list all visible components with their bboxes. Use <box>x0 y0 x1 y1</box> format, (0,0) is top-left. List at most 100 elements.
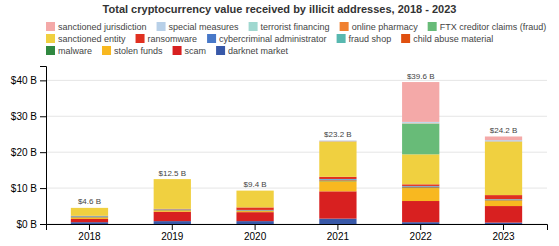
grid-line <box>46 80 547 81</box>
legend-label: FTX creditor claims (fraud) <box>440 22 547 32</box>
bar-segment <box>236 190 273 191</box>
grid-line <box>46 116 547 117</box>
x-tick-label: 2019 <box>161 231 184 242</box>
series <box>319 82 522 140</box>
bar-segment <box>71 207 108 208</box>
x-tick: 2023 <box>492 224 515 242</box>
bar-segment <box>71 208 108 216</box>
bar-segment <box>71 207 108 208</box>
bar-segment <box>154 179 191 180</box>
bar-segment <box>319 181 356 191</box>
bar-segment <box>485 199 522 201</box>
x-tick: 2018 <box>78 224 101 242</box>
x-tick-mark <box>420 224 421 230</box>
legend-swatch <box>428 22 437 31</box>
y-tick: $30 B <box>11 111 46 122</box>
bar-segment <box>71 207 108 208</box>
x-axis-line <box>47 225 548 231</box>
bars <box>71 82 522 224</box>
legend-swatch <box>173 46 182 55</box>
legend-swatch <box>401 34 410 43</box>
bar-segment <box>154 221 191 224</box>
bar-segment <box>485 141 522 142</box>
legend-item: scam <box>173 46 207 56</box>
bar-segment <box>402 184 439 186</box>
x-tick-mark <box>89 224 90 230</box>
legend-label: scam <box>185 46 207 56</box>
legend-item: sanctioned entity <box>46 34 126 44</box>
legend-item: ransomware <box>136 34 198 44</box>
legend-item: online pharmacy <box>340 22 419 32</box>
total-label: $4.6 B <box>78 197 101 206</box>
bar-segment <box>71 219 108 222</box>
bar-segment <box>236 210 273 211</box>
y-tick-label: $20 B <box>11 147 37 158</box>
bar-segment <box>71 207 108 208</box>
bar-segment <box>319 140 356 142</box>
bar-segment <box>236 212 273 221</box>
x-tick: 2019 <box>161 224 184 242</box>
bar-segment <box>236 210 273 211</box>
legend-label: sanctioned entity <box>58 34 126 44</box>
x-tick-label: 2023 <box>492 231 515 242</box>
legend-label: online pharmacy <box>352 22 419 32</box>
bar-segment <box>402 123 439 124</box>
bar-segment <box>319 219 356 224</box>
legend-swatch <box>207 34 216 43</box>
bar-segment <box>154 179 191 180</box>
bar-segment <box>236 211 273 212</box>
legend-item: FTX creditor claims (fraud) <box>428 22 547 32</box>
bar-segment <box>71 222 108 224</box>
series <box>71 142 522 216</box>
legend-label: fraud shop <box>349 34 392 44</box>
bar-segment <box>319 180 356 182</box>
legend-swatch <box>216 46 225 55</box>
grid-line <box>46 152 547 153</box>
legend-item: special measures <box>157 22 240 32</box>
series <box>71 180 522 217</box>
y-tick: $10 B <box>11 183 46 194</box>
x-tick-label: 2020 <box>244 231 267 242</box>
legend-item: sanctioned jurisdiction <box>46 22 147 32</box>
legend-label: terrorist financing <box>261 22 330 32</box>
series <box>402 124 439 155</box>
legend-label: sanctioned jurisdiction <box>58 22 147 32</box>
legend-swatch <box>340 22 349 31</box>
bar-segment <box>319 179 356 181</box>
series <box>319 122 522 141</box>
x-tick-label: 2022 <box>410 231 433 242</box>
bar-segment <box>402 124 439 155</box>
bar-segment <box>71 218 108 219</box>
bar-segment <box>319 177 356 179</box>
series <box>71 181 522 218</box>
y-tick-mark <box>40 116 46 117</box>
series <box>71 179 522 216</box>
legend-item: terrorist financing <box>249 22 330 32</box>
legend-item: fraud shop <box>337 34 392 44</box>
bar-segment <box>154 179 191 180</box>
bar-segment <box>485 200 522 201</box>
legend: sanctioned jurisdiction special measures t… <box>46 22 546 56</box>
total-label: $24.2 B <box>490 126 518 135</box>
series <box>71 180 522 217</box>
grid-line <box>46 188 547 189</box>
bar-segment <box>402 187 439 189</box>
total-label: $39.6 B <box>407 72 435 81</box>
bar-segment <box>154 212 191 221</box>
bar-segment <box>154 179 191 180</box>
x-tick-mark <box>172 224 173 230</box>
bar-segment <box>485 142 522 195</box>
bar-segment <box>402 201 439 222</box>
legend-swatch <box>46 46 55 55</box>
legend-item: child abuse material <box>401 34 493 44</box>
total-label: $9.4 B <box>244 180 267 189</box>
series <box>319 123 522 141</box>
bar-segment <box>236 190 273 191</box>
series <box>71 177 522 216</box>
bar-segment <box>485 141 522 142</box>
grid <box>46 80 547 224</box>
bar-segment <box>236 221 273 224</box>
y-tick-mark <box>40 80 46 81</box>
x-tick-label: 2018 <box>78 231 101 242</box>
bar-segment <box>319 142 356 177</box>
